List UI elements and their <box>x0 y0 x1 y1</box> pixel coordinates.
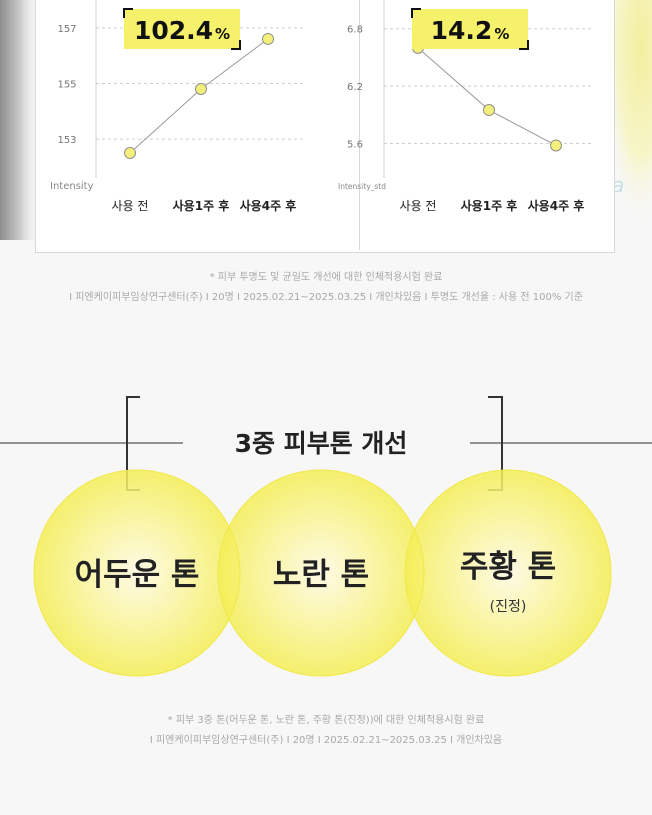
series-line <box>129 38 269 154</box>
tone-sublabel: (진정) <box>490 599 527 615</box>
y-tick-label: 6.2 <box>347 82 363 93</box>
left-glow <box>0 0 40 240</box>
x-tick-label: 사용 전 <box>112 199 149 213</box>
highlight-unit: % <box>494 25 509 43</box>
highlight-value: 102.4% <box>134 16 230 45</box>
highlight-number: 102.4 <box>134 16 213 45</box>
data-point <box>262 32 274 45</box>
tone-circle <box>405 470 611 676</box>
chart-intensity: 153 155 157 Intensity 사용 전 사용1주 후 사용4주 후 102.4% <box>50 0 304 213</box>
highlight-unit: % <box>215 25 230 43</box>
tone-circle-outline <box>217 469 425 677</box>
note-line: * 피부 3중 톤(어두운 톤, 노란 톤, 주황 톤(진정))에 대한 인체적… <box>167 715 485 726</box>
y-axis-label: Intensity_std <box>338 182 386 191</box>
data-point <box>195 83 207 95</box>
highlight-corner <box>519 40 529 50</box>
highlight-number: 14.2 <box>431 16 493 45</box>
highlight-corner <box>231 40 241 50</box>
tone-circle <box>218 470 424 676</box>
notes-bottom: * 피부 3중 톤(어두운 톤, 노란 톤, 주황 톤(진정))에 대한 인체적… <box>0 711 652 751</box>
tone-circle <box>34 470 240 676</box>
x-tick-label: 사용1주 후 <box>461 198 518 213</box>
data-point <box>483 104 495 117</box>
x-tick-label: 사용4주 후 <box>528 198 585 213</box>
tone-circle-outline <box>33 469 241 677</box>
note-line: * 피부 투명도 및 균일도 개선에 대한 인체적용시험 완료 <box>209 272 443 283</box>
highlight-value: 14.2% <box>431 16 510 45</box>
series-line <box>417 47 557 146</box>
highlight-corner <box>411 8 421 18</box>
data-point <box>124 146 136 159</box>
highlight-box <box>124 9 240 49</box>
tone-label: 어두운 톤 <box>75 557 200 593</box>
y-tick-label: 6.8 <box>347 25 363 36</box>
notes-top: * 피부 투명도 및 균일도 개선에 대한 인체적용시험 완료 I 피엔케이피부… <box>0 268 652 308</box>
tone-section: 3중 피부톤 개선 어두운 톤 노란 톤 주황 톤 (진정) <box>0 396 652 677</box>
note-line: I 피엔케이피부임상연구센터(주) I 20명 I 2025.02.21~202… <box>149 735 503 746</box>
x-tick-label: 사용4주 후 <box>240 198 297 213</box>
y-tick-label: 5.6 <box>347 140 363 151</box>
tone-label: 주황 톤 <box>460 549 556 585</box>
tone-title: 3중 피부톤 개선 <box>235 429 408 458</box>
chart-intensity-std: 5.6 6.2 6.8 Intensity_std 사용 전 사용1주 후 사용4주 후 14… <box>338 0 592 213</box>
data-point <box>550 139 562 152</box>
tone-label: 노란 톤 <box>273 557 369 593</box>
note-line: I 피엔케이피부임상연구센터(주) I 20명 I 2025.02.21~202… <box>69 292 583 303</box>
card-divider <box>359 0 360 250</box>
x-tick-label: 사용 전 <box>400 199 437 213</box>
y-tick-label: 153 <box>57 135 76 146</box>
y-tick-label: 155 <box>57 79 76 90</box>
script-letter: a <box>612 173 624 197</box>
x-tick-label: 사용1주 후 <box>173 198 230 213</box>
tone-circle-outline <box>404 469 612 677</box>
y-axis-label: Intensity <box>50 181 94 192</box>
y-tick-label: 157 <box>57 24 76 35</box>
highlight-box <box>412 9 528 49</box>
highlight-corner <box>123 8 133 18</box>
